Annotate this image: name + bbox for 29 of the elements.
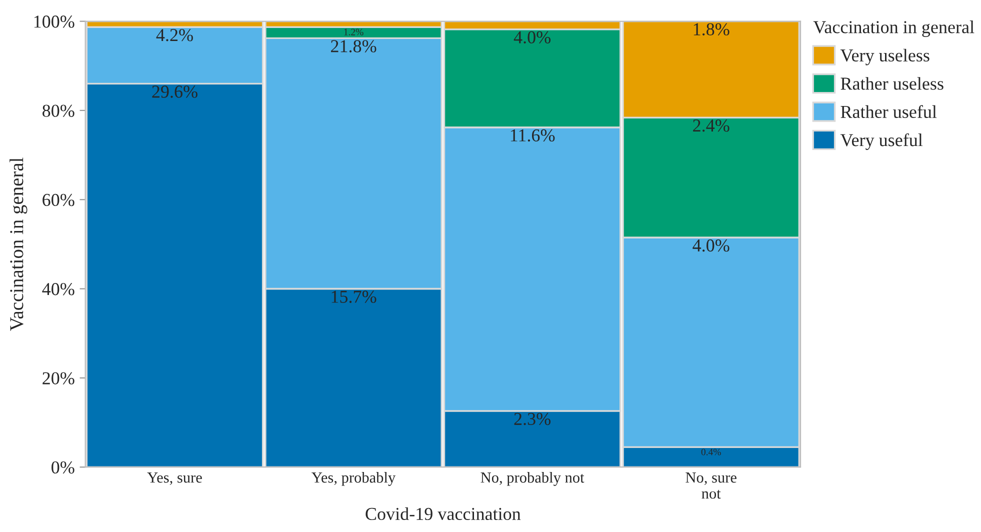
- y-tick-label: 100%: [34, 16, 74, 28]
- y-tick-label: 20%: [42, 372, 74, 384]
- legend-label: Rather useless: [840, 77, 944, 90]
- annotation: 2.4%: [693, 119, 730, 132]
- annotation: 0.4%: [701, 448, 721, 456]
- annotation: 2.3%: [514, 412, 551, 426]
- legend-label: Rather useful: [840, 105, 937, 118]
- annotation: 1.8%: [694, 23, 730, 36]
- legend-title: Vaccination in general: [813, 20, 974, 37]
- y-tick-label: 80%: [42, 104, 74, 117]
- x-axis-title: Covid-19 vaccination: [366, 507, 521, 520]
- annotation: 21.8%: [331, 40, 376, 52]
- x-tick-label: No, probably not: [480, 472, 584, 486]
- x-tick-label: Yes, probably: [312, 472, 396, 486]
- legend-label: Very useful: [840, 133, 923, 150]
- annotation: 11.6%: [510, 129, 555, 142]
- x-tick-label: No, sure not: [686, 472, 736, 499]
- legend-label: Very useless: [840, 48, 930, 66]
- annotation: 29.6%: [152, 86, 198, 98]
- annotation: 1.2%: [344, 28, 364, 36]
- annotation: 4.0%: [514, 31, 551, 44]
- y-tick-label: 60%: [42, 194, 74, 206]
- annotation: 4.0%: [692, 239, 730, 252]
- y-axis-title: Vaccination in general: [10, 158, 28, 331]
- y-tick-label: 40%: [42, 283, 74, 296]
- annotation: 15.7%: [332, 290, 376, 303]
- x-tick-label: Yes, sure: [147, 472, 202, 485]
- y-tick-label: 0%: [52, 461, 74, 474]
- annotation: 4.2%: [156, 28, 193, 42]
